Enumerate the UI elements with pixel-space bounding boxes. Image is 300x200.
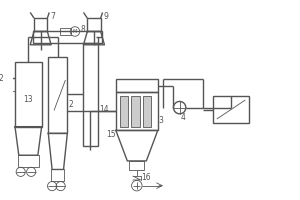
Bar bbox=[116, 79, 158, 92]
Text: 4: 4 bbox=[181, 113, 185, 122]
Bar bbox=[131, 96, 140, 127]
Text: 13: 13 bbox=[24, 96, 33, 104]
Text: 3: 3 bbox=[159, 116, 164, 125]
Bar bbox=[15, 62, 42, 127]
Bar bbox=[34, 18, 47, 31]
Text: 14: 14 bbox=[100, 105, 109, 114]
Text: 2: 2 bbox=[68, 100, 73, 109]
Text: 16: 16 bbox=[142, 173, 151, 182]
Text: M: M bbox=[73, 29, 77, 34]
Text: 2: 2 bbox=[0, 74, 4, 83]
Bar bbox=[60, 28, 71, 35]
Text: 7: 7 bbox=[50, 12, 55, 21]
Bar bbox=[87, 18, 101, 31]
Bar bbox=[129, 161, 144, 170]
Bar bbox=[18, 155, 39, 167]
Text: 15: 15 bbox=[106, 130, 116, 139]
Text: 8: 8 bbox=[81, 25, 85, 34]
Bar bbox=[213, 96, 249, 123]
Bar bbox=[48, 57, 67, 133]
Bar bbox=[120, 96, 128, 127]
Bar bbox=[51, 169, 64, 181]
Bar bbox=[116, 92, 158, 130]
Bar bbox=[142, 96, 151, 127]
Bar bbox=[82, 43, 98, 146]
Bar bbox=[33, 31, 102, 43]
Text: 9: 9 bbox=[103, 12, 108, 21]
